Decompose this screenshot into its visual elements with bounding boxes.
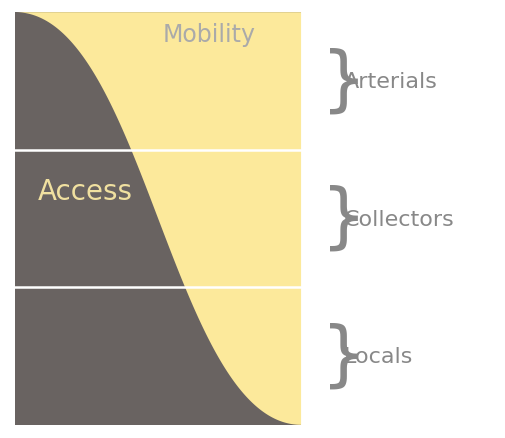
Text: Access: Access: [38, 177, 133, 205]
Text: Arterials: Arterials: [343, 72, 437, 92]
Text: Locals: Locals: [343, 346, 413, 366]
Text: Mobility: Mobility: [163, 23, 256, 47]
Text: Collectors: Collectors: [343, 209, 454, 229]
Text: }: }: [321, 322, 367, 391]
Text: }: }: [321, 47, 367, 116]
Text: }: }: [321, 184, 367, 254]
Bar: [15, 13, 300, 425]
Polygon shape: [15, 13, 300, 425]
